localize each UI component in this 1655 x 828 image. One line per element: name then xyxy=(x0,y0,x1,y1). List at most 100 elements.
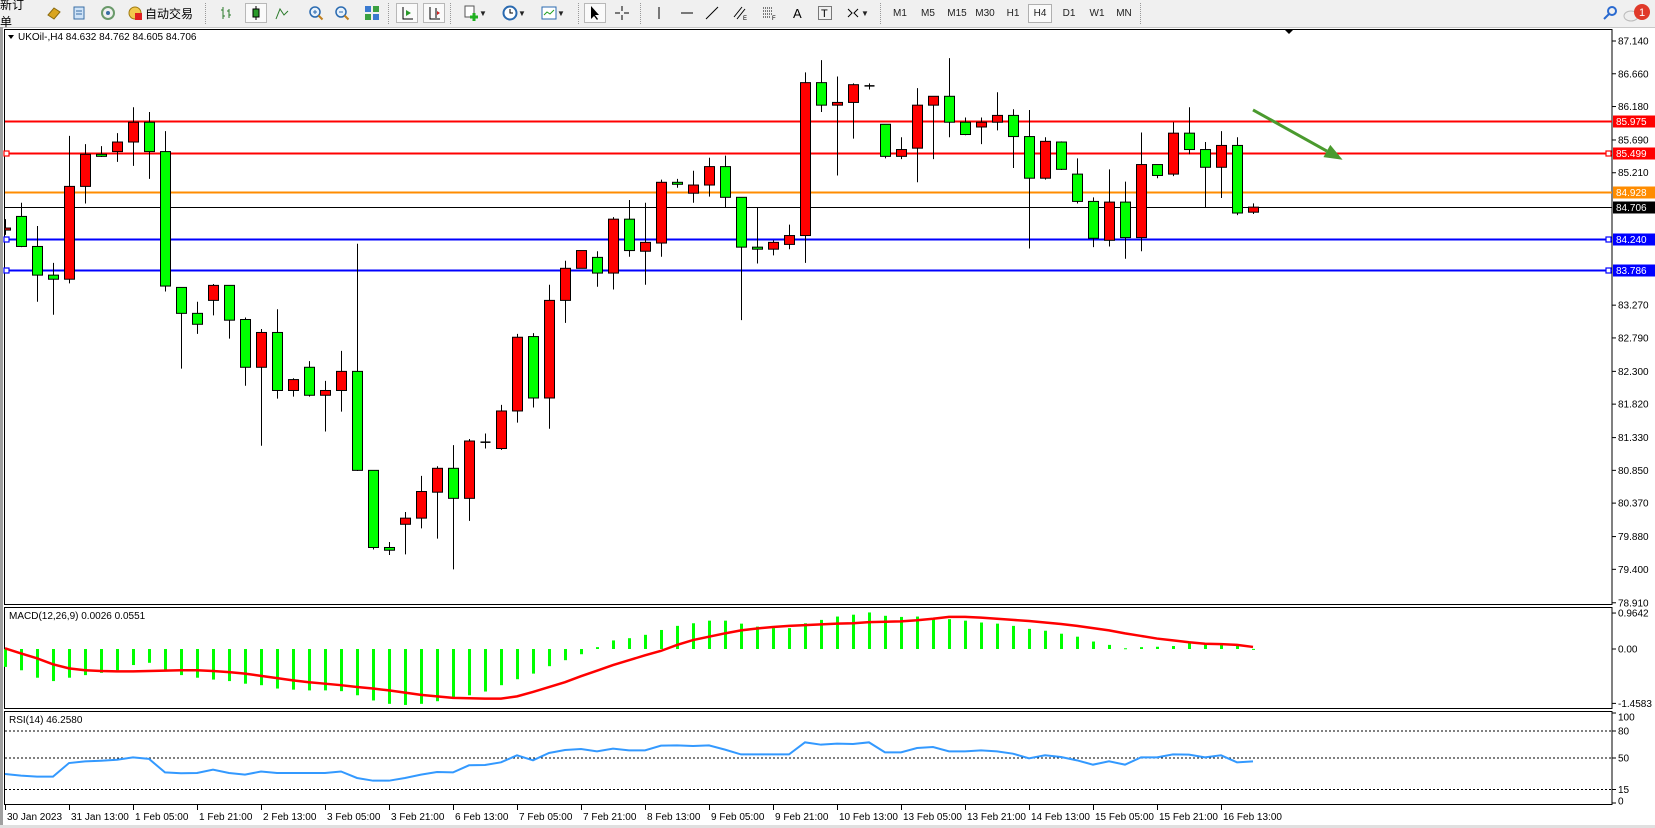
candle xyxy=(656,179,667,257)
line-anchor-handle[interactable] xyxy=(1605,267,1612,274)
macd-histogram-bar xyxy=(84,649,87,676)
candle-body xyxy=(752,246,763,250)
period-m30[interactable]: M30 xyxy=(975,8,995,19)
macd-histogram-bar xyxy=(1172,646,1175,649)
auto-trading-button[interactable]: 自动交易 xyxy=(124,3,196,23)
chart-shift-button[interactable] xyxy=(423,3,445,23)
macd-histogram-bar xyxy=(740,623,743,649)
cursor-icon xyxy=(591,6,599,20)
indicators-button[interactable]: ▼ xyxy=(458,3,492,23)
macd-histogram-bar xyxy=(276,649,279,689)
macd-axis-label: -1.4583 xyxy=(1618,699,1652,710)
text-button[interactable]: A xyxy=(787,3,809,23)
period-m15[interactable]: M15 xyxy=(947,8,967,19)
notification-count: 1 xyxy=(1639,7,1645,19)
period-mn[interactable]: MN xyxy=(1116,8,1132,19)
crosshair-button[interactable] xyxy=(611,3,633,23)
trend-arrow-line[interactable] xyxy=(1252,108,1328,153)
time-label: 7 Feb 05:00 xyxy=(519,812,573,823)
candle xyxy=(112,133,123,162)
bar-chart-icon xyxy=(221,7,231,19)
candle-body xyxy=(368,469,379,548)
candle-body xyxy=(800,82,811,237)
candlestick-chart-button[interactable] xyxy=(245,3,267,23)
trend-arrow-head[interactable] xyxy=(1323,144,1343,160)
candle-body xyxy=(848,84,859,103)
bar-chart-button[interactable] xyxy=(216,3,238,23)
price-tick-label: 86.180 xyxy=(1618,102,1649,113)
candle xyxy=(896,137,907,160)
search-button[interactable] xyxy=(1600,3,1620,23)
candle xyxy=(816,60,827,112)
candle-body xyxy=(128,121,139,143)
line-anchor-handle[interactable] xyxy=(3,236,10,243)
fibonacci-button[interactable]: F xyxy=(758,3,780,23)
line-anchor-handle[interactable] xyxy=(3,150,10,157)
rsi-panel-frame[interactable] xyxy=(4,711,1613,805)
period-m1[interactable]: M1 xyxy=(893,8,907,19)
toolbar-separator xyxy=(640,3,641,24)
add-indicator-icon xyxy=(464,5,479,21)
candle xyxy=(64,135,75,284)
vertical-line-button[interactable] xyxy=(648,3,670,23)
zoom-in-button[interactable] xyxy=(305,3,327,23)
line-anchor-handle[interactable] xyxy=(1605,236,1612,243)
chart-shift-marker[interactable] xyxy=(1285,30,1293,34)
period-d1[interactable]: D1 xyxy=(1062,8,1076,19)
candle xyxy=(912,88,923,183)
text-label-button[interactable]: T xyxy=(814,3,836,23)
window-edge xyxy=(0,27,3,827)
line-anchor-handle[interactable] xyxy=(1605,150,1612,157)
period-m5[interactable]: M5 xyxy=(921,8,935,19)
candle xyxy=(1024,109,1035,249)
chevron-down-icon: ▼ xyxy=(479,8,487,18)
macd-histogram-bar xyxy=(852,614,855,649)
period-w1[interactable]: W1 xyxy=(1089,8,1105,19)
candle-body xyxy=(1088,200,1099,239)
time-label: 13 Feb 21:00 xyxy=(967,812,1026,823)
macd-histogram-bar xyxy=(148,649,151,663)
periods-button[interactable]: ▼ xyxy=(497,3,531,23)
macd-histogram-bar xyxy=(916,616,919,649)
horizontal-line-icon xyxy=(681,12,693,14)
macd-histogram-bar xyxy=(180,649,183,676)
arrows-button[interactable]: ▼ xyxy=(840,3,874,23)
new-order-button[interactable]: 新订单 xyxy=(0,0,34,29)
market-watch-button[interactable] xyxy=(43,3,65,23)
window-edge-bottom xyxy=(0,825,1655,828)
macd-histogram-bar xyxy=(196,649,199,678)
macd-histogram-bar xyxy=(36,649,39,678)
notifications-button[interactable]: 1 xyxy=(1622,3,1652,23)
equidistant-channel-button[interactable]: E xyxy=(729,3,751,23)
period-h1[interactable]: H1 xyxy=(1006,8,1020,19)
line-chart-button[interactable] xyxy=(271,3,293,23)
candle-body xyxy=(144,121,155,153)
price-tick-label: 82.300 xyxy=(1618,367,1649,378)
macd-histogram-bar xyxy=(644,634,647,649)
price-line-label: 84.706 xyxy=(1616,203,1647,214)
templates-button[interactable]: ▼ xyxy=(536,3,570,23)
line-anchor-handle[interactable] xyxy=(3,267,10,274)
auto-scroll-button[interactable] xyxy=(396,3,418,23)
macd-histogram-bar xyxy=(772,628,775,649)
horizontal-line-button[interactable] xyxy=(676,3,698,23)
time-label: 16 Feb 13:00 xyxy=(1223,812,1282,823)
time-label: 9 Feb 05:00 xyxy=(711,812,765,823)
navigator-button[interactable] xyxy=(97,3,119,23)
data-window-button[interactable] xyxy=(68,3,90,23)
tile-windows-button[interactable] xyxy=(361,3,383,23)
candle xyxy=(256,329,267,446)
zoom-out-button[interactable] xyxy=(331,3,353,23)
time-label: 1 Feb 21:00 xyxy=(199,812,253,823)
candle xyxy=(304,361,315,397)
candle-body xyxy=(1136,164,1147,239)
candle xyxy=(864,83,875,90)
cursor-button[interactable] xyxy=(584,3,606,23)
candle-body xyxy=(48,274,59,280)
trendline-button[interactable] xyxy=(701,3,723,23)
candle xyxy=(448,445,459,570)
period-h4[interactable]: H4 xyxy=(1028,4,1052,23)
macd-histogram-bar xyxy=(756,626,759,649)
collapse-triangle-icon[interactable] xyxy=(8,35,14,39)
